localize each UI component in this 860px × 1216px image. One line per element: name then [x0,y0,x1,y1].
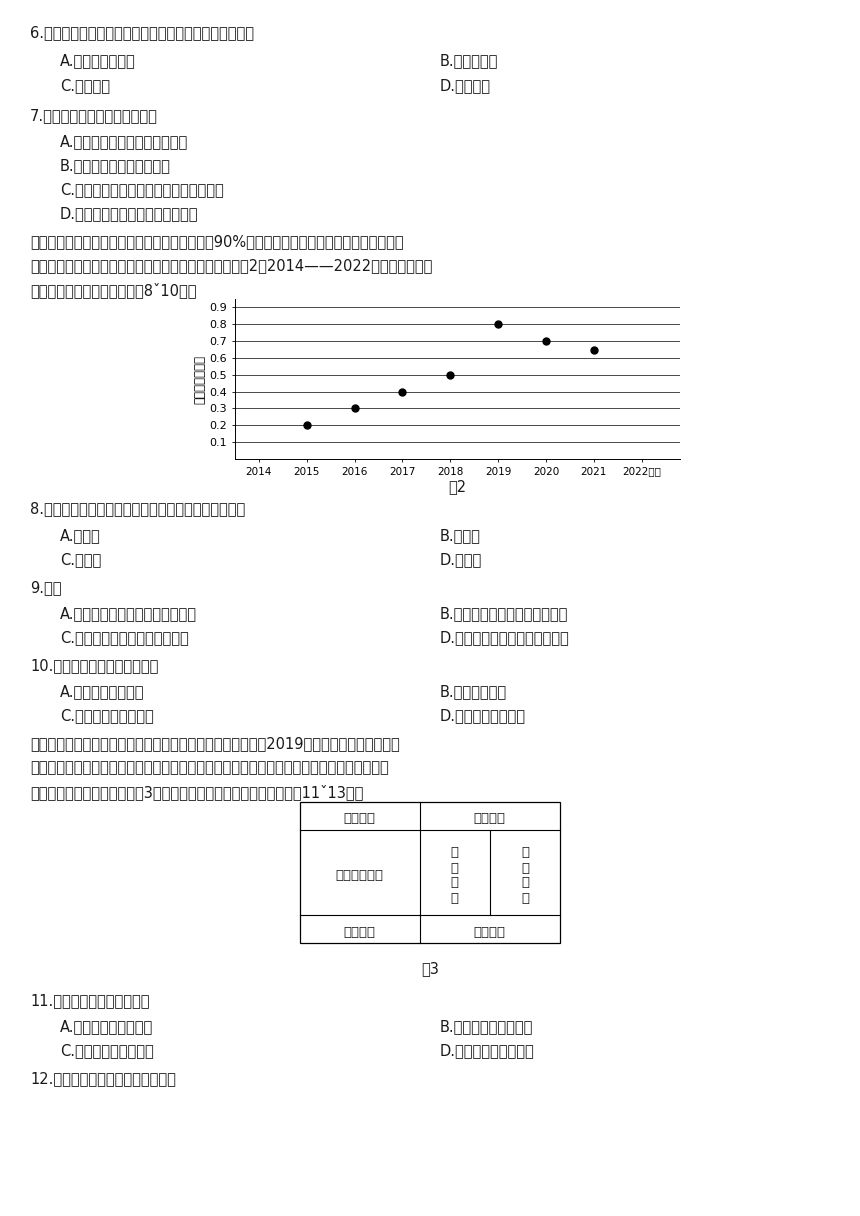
Text: 祭祀展陈: 祭祀展陈 [344,812,376,826]
Point [300,416,314,435]
Text: D.相对性: D.相对性 [440,552,482,567]
Text: C.退耕还林，保持水土: C.退耕还林，保持水土 [60,708,154,724]
Text: A.以高寒气候为主，环境承载力低: A.以高寒气候为主，环境承载力低 [60,606,197,621]
Text: 承载力指数变化图。据此完成8ˇ10题。: 承载力指数变化图。据此完成8ˇ10题。 [30,282,196,298]
Text: B.自然灾害频发，环境承载力低: B.自然灾害频发，环境承载力低 [440,606,568,621]
Text: A.经济发展水平高: A.经济发展水平高 [60,54,136,68]
Text: 7.关于蒙古，以下说法正确的是: 7.关于蒙古，以下说法正确的是 [30,108,158,123]
Text: D.畜牧造成生态破坏，应种养结合: D.畜牧造成生态破坏，应种养结合 [60,206,199,221]
Text: B.警戒性: B.警戒性 [440,528,481,544]
Point [444,365,458,384]
Text: 8.环县资源承载力各时期的变化体现出资源承载力具有: 8.环县资源承载力各时期的变化体现出资源承载力具有 [30,501,245,516]
Point [347,399,361,418]
Point [539,332,553,351]
Text: D.中部，执行宗族制度: D.中部，执行宗族制度 [440,1043,535,1058]
Text: D.文化吸引: D.文化吸引 [440,78,491,92]
Point [587,339,601,359]
Text: 卢屋村位于赣江支流沿岸，至今仍有上万卢氏族人居住。2019年，卢屋村被列入第五批: 卢屋村位于赣江支流沿岸，至今仍有上万卢氏族人居住。2019年，卢屋村被列入第五批 [30,736,400,751]
Text: B.土地肥力高: B.土地肥力高 [440,54,499,68]
Text: 祭
祀
展
陈: 祭 祀 展 陈 [521,846,529,905]
Text: 宗族文化展示: 宗族文化展示 [335,869,384,882]
Text: 图2: 图2 [448,479,467,494]
Text: C.差异性: C.差异性 [60,552,101,567]
Text: A.发展高新技术产业: A.发展高新技术产业 [60,683,144,699]
Text: 12.宗祠的建立和保存体现出当地的: 12.宗祠的建立和保存体现出当地的 [30,1071,176,1086]
Text: 11.推测早期宗祠位于村落的: 11.推测早期宗祠位于村落的 [30,993,150,1008]
Text: 储物功能: 储物功能 [474,812,506,826]
Text: B.中部，便于宗亲聚集: B.中部，便于宗亲聚集 [440,1019,533,1034]
Text: C.边缘，兼顾农事活动: C.边缘，兼顾农事活动 [60,1043,154,1058]
Text: 6.蒙古首都乌兰巴托能聚集全国近一半人口的主要原因是: 6.蒙古首都乌兰巴托能聚集全国近一半人口的主要原因是 [30,26,254,40]
Y-axis label: 资源承载力指数: 资源承载力指数 [194,355,207,404]
Text: A.乌兰巴托以蒙古包为主要建筑: A.乌兰巴托以蒙古包为主要建筑 [60,134,188,150]
Text: 仪
式
功
能: 仪 式 功 能 [451,846,458,905]
Text: 储物功能: 储物功能 [474,925,506,939]
Point [396,382,409,401]
Text: D.水资源较充足，环境承载力高: D.水资源较充足，环境承载力高 [440,630,569,644]
Text: 中国传统村落名录，卢氏宗祠是该村古建筑的代表，其空间利用在不同年代有所变迁，现代宗: 中国传统村落名录，卢氏宗祠是该村古建筑的代表，其空间利用在不同年代有所变迁，现代… [30,760,389,775]
Text: 该地气候多风、干燥、旱、雹、风、冻、虫五灾俱全。图2为2014——2022年环县人口资源: 该地气候多风、干燥、旱、雹、风、冻、虫五灾俱全。图2为2014——2022年环县… [30,258,433,274]
Text: 9.环县: 9.环县 [30,580,62,595]
Text: B.鼓励人口外迁: B.鼓励人口外迁 [440,683,507,699]
Text: A.边缘，发挥防卫功能: A.边缘，发挥防卫功能 [60,1019,153,1034]
Text: C.以畜牧业为主，人口迁移多为放牧流动: C.以畜牧业为主，人口迁移多为放牧流动 [60,182,224,197]
Text: 祭祀展陈: 祭祀展陈 [344,925,376,939]
Text: 10.为提高资源承载力，环县应: 10.为提高资源承载力，环县应 [30,658,158,672]
Text: 图3: 图3 [421,961,439,976]
Text: 祠成为村内多功能公共区。图3示意卢氏宗祠现代空间布局。据此完成11ˇ13题。: 祠成为村内多功能公共区。图3示意卢氏宗祠现代空间布局。据此完成11ˇ13题。 [30,784,364,800]
Point [491,315,505,334]
Text: B.人口容量受到气候的制约: B.人口容量受到气候的制约 [60,158,171,173]
Text: A.临界性: A.临界性 [60,528,101,544]
Text: D.禁止自然资源开发: D.禁止自然资源开发 [440,708,526,724]
Text: C.地势起伏较大，环境承载力高: C.地势起伏较大，环境承载力高 [60,630,188,644]
Text: 环县位于陕甘宁三省区交界地区，全县有约90%以上的地方被黄土覆盖，多高山、地沟。: 环县位于陕甘宁三省区交界地区，全县有约90%以上的地方被黄土覆盖，多高山、地沟。 [30,233,403,249]
Text: C.气候适宜: C.气候适宜 [60,78,110,92]
Bar [300,803,560,942]
